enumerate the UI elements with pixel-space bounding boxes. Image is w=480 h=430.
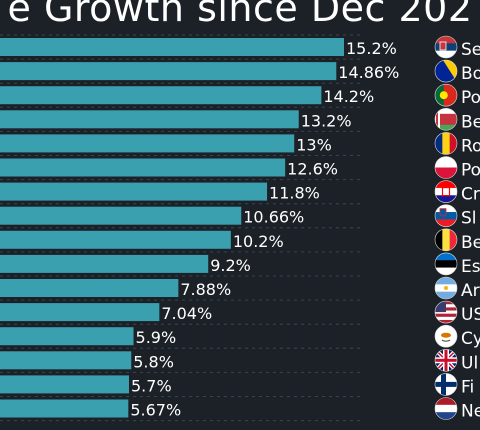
category-label: Be bbox=[461, 233, 480, 253]
value-label: 10.2% bbox=[233, 232, 284, 251]
bar bbox=[0, 206, 242, 225]
value-label: 14.86% bbox=[338, 63, 399, 82]
croatia-flag-icon bbox=[434, 180, 458, 203]
value-label: 5.9% bbox=[136, 328, 177, 347]
flags bbox=[434, 35, 458, 420]
value-label: 5.8% bbox=[133, 352, 174, 371]
bar bbox=[0, 303, 160, 322]
category-label: US bbox=[461, 305, 480, 325]
usa-flag-icon bbox=[434, 300, 458, 324]
romania-flag-icon bbox=[434, 132, 458, 155]
value-label: 9.2% bbox=[210, 256, 251, 275]
value-label: 10.66% bbox=[243, 208, 304, 227]
slovenia-flag-icon bbox=[434, 204, 458, 227]
poland-flag-icon bbox=[434, 156, 458, 179]
bar bbox=[0, 279, 179, 297]
netherlands-flag-icon bbox=[434, 397, 458, 420]
bar bbox=[0, 230, 231, 249]
portugal-flag-icon bbox=[434, 83, 458, 107]
value-label: 7.88% bbox=[180, 280, 231, 299]
category-label: Be bbox=[461, 112, 480, 132]
bar bbox=[0, 399, 129, 418]
bar bbox=[0, 375, 129, 394]
bar bbox=[0, 254, 209, 273]
bar bbox=[0, 86, 322, 105]
bar bbox=[0, 351, 132, 370]
value-label: 13.2% bbox=[301, 111, 352, 130]
value-label: 5.67% bbox=[130, 401, 181, 420]
serbia-flag-icon bbox=[434, 35, 458, 59]
value-label: 11.8% bbox=[269, 184, 320, 203]
category-label: Ar bbox=[461, 281, 480, 301]
argentina-flag-icon bbox=[434, 276, 458, 300]
finland-flag-icon bbox=[434, 373, 458, 396]
bar bbox=[0, 158, 286, 177]
uk-flag-icon bbox=[434, 348, 458, 372]
category-label: Ne bbox=[461, 402, 480, 422]
bar bbox=[0, 182, 268, 201]
value-label: 15.2% bbox=[346, 39, 397, 58]
category-label: Cr bbox=[461, 185, 480, 205]
category-labels: Se Bo Po Be Ro Po Cr Sl Be Es Ar US Cy Ul Fi Ne bbox=[461, 40, 480, 422]
category-label: Ro bbox=[461, 136, 480, 156]
value-label: 13% bbox=[296, 135, 332, 154]
category-label: Fi bbox=[461, 377, 474, 397]
bars bbox=[0, 38, 344, 418]
bosnia-flag-icon bbox=[434, 59, 458, 83]
category-label: Ul bbox=[461, 353, 478, 373]
bar bbox=[0, 327, 134, 346]
value-label: 12.6% bbox=[287, 160, 338, 179]
chart-title: e Growth since Dec 202 bbox=[7, 0, 473, 30]
bar bbox=[0, 62, 337, 81]
category-label: Po bbox=[461, 88, 480, 108]
value-label: 7.04% bbox=[161, 304, 212, 323]
category-label: Bo bbox=[461, 64, 480, 84]
value-labels: 15.2% 14.86% 14.2% 13.2% 13% 12.6% 11.8% 10.66%… bbox=[130, 39, 399, 420]
category-label: Cy bbox=[461, 329, 480, 349]
bar bbox=[0, 134, 295, 153]
category-label: Po bbox=[461, 161, 480, 181]
cyprus-flag-icon bbox=[434, 324, 458, 348]
bar bbox=[0, 38, 344, 56]
category-label: Sl bbox=[461, 209, 477, 229]
value-label: 14.2% bbox=[323, 87, 374, 106]
estonia-flag-icon bbox=[434, 252, 458, 276]
bar bbox=[0, 110, 299, 129]
belgium-flag-icon bbox=[434, 228, 458, 252]
category-label: Es bbox=[461, 257, 480, 277]
category-label: Se bbox=[461, 40, 480, 60]
belarus-flag-icon bbox=[434, 108, 458, 131]
value-label: 5.7% bbox=[131, 376, 172, 395]
